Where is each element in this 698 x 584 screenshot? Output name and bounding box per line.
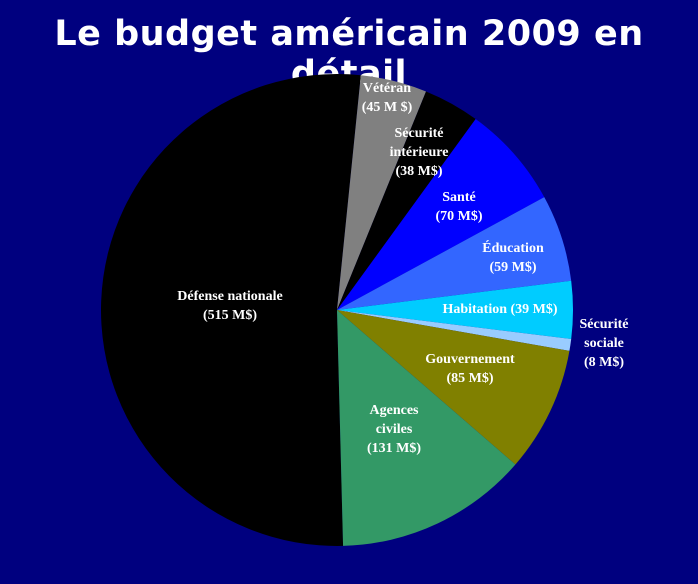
slice-label-sante: Santé (70 M$) [435,190,482,224]
slice-label-securite-sociale: Sécurité sociale (8 M$) [580,317,629,370]
chart-title: Le budget américain 2009 en détail [54,14,644,94]
pie-slice-sante [337,119,545,310]
pie-slice-gouvernement [337,310,570,465]
pie-slice-habitation [337,280,574,340]
pie-slice-securite-sociale [337,310,572,351]
slice-label-veteran: Vétéran (45 M $) [362,81,413,115]
pie-slice-defense-nationale [101,74,361,546]
slice-label-gouvernement: Gouvernement (85 M$) [425,352,515,386]
pie-slice-agences-civiles [337,310,516,546]
slice-label-education: Éducation (59 M$) [482,239,544,275]
slice-label-agences-civiles: Agences civiles (131 M$) [367,403,421,456]
pie-slice-securite-interieure [337,91,476,311]
slice-label-habitation: Habitation (39 M$) [442,302,557,317]
pie-slice-veteran [337,75,427,310]
slice-label-securite-interieure: Sécurité intérieure (38 M$) [390,126,449,179]
pie-slice-education [337,197,572,310]
slice-label-defense-nationale: Défense nationale (515 M$) [177,289,282,323]
